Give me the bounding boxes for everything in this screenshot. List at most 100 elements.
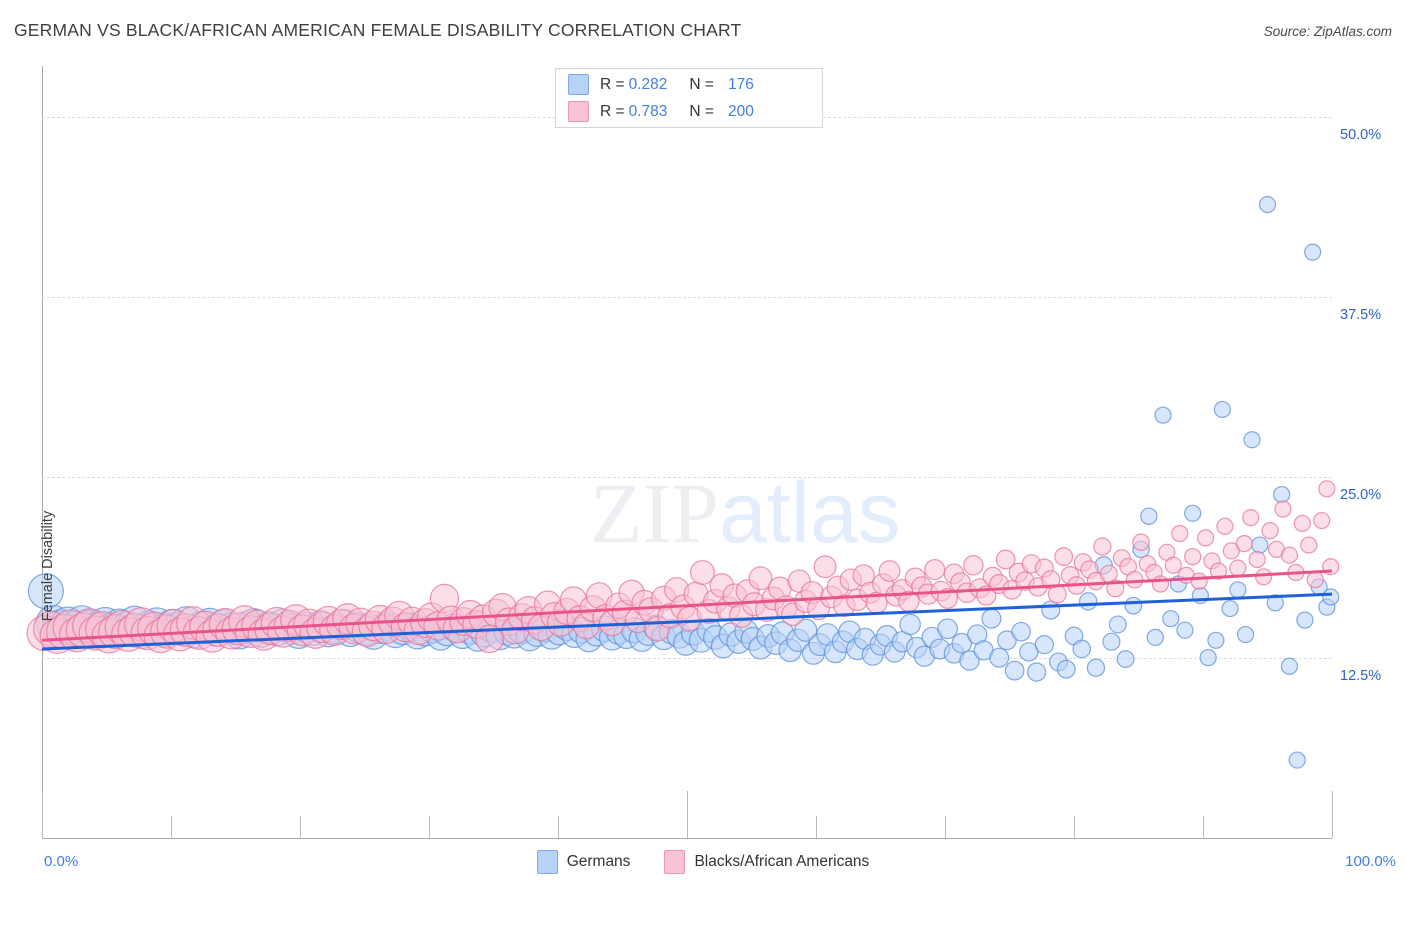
data-point <box>1242 509 1260 527</box>
stat-row-blacks: R = 0.783 N = 200 <box>568 98 810 125</box>
data-point <box>794 618 818 642</box>
data-point <box>1213 400 1231 419</box>
data-point <box>1162 610 1180 628</box>
x-axis-tick <box>945 816 946 838</box>
data-point <box>963 555 984 576</box>
correlation-chart: GERMAN VS BLACK/AFRICAN AMERICAN FEMALE … <box>0 20 1406 874</box>
data-point <box>989 647 1010 668</box>
data-point <box>1072 639 1092 659</box>
scatter-plot <box>26 195 1340 769</box>
x-axis-tick <box>300 816 301 838</box>
x-axis-tick <box>816 816 817 838</box>
data-point <box>1196 529 1215 547</box>
data-point <box>899 613 921 636</box>
germans-n-value: 176 <box>728 75 754 93</box>
data-point <box>689 559 715 585</box>
data-point <box>1034 635 1054 655</box>
data-point <box>1132 533 1150 551</box>
gridline <box>42 657 1332 659</box>
data-point <box>937 588 959 609</box>
data-point <box>937 618 959 640</box>
correlation-stats-box: R = 0.282 N = 176 R = 0.783 N = 200 <box>555 68 823 128</box>
data-point <box>1304 243 1322 261</box>
data-point <box>1300 536 1318 554</box>
data-point <box>1164 556 1182 574</box>
data-point <box>1243 431 1261 449</box>
data-point <box>1258 195 1277 214</box>
data-point <box>1102 632 1121 651</box>
germans-r-value: 0.282 <box>628 75 668 93</box>
plot-area: ZIPatlas Female Disability <box>26 66 1340 838</box>
data-point <box>1293 514 1311 533</box>
germans-legend-swatch-icon <box>536 850 558 874</box>
data-point <box>1274 500 1292 518</box>
data-point <box>951 632 973 654</box>
trendline-germans <box>41 592 1333 651</box>
series-germans <box>27 195 1340 769</box>
data-point <box>878 560 901 582</box>
data-point <box>1248 550 1266 569</box>
y-axis-line <box>42 66 43 838</box>
blacks-n-value: 200 <box>728 102 754 120</box>
n-label: N = <box>689 102 714 120</box>
data-point <box>1222 542 1240 560</box>
x-axis-max-label: 100.0% <box>1345 853 1396 870</box>
data-point <box>1086 658 1106 677</box>
x-axis-tick <box>558 816 559 838</box>
page-title: GERMAN VS BLACK/AFRICAN AMERICAN FEMALE … <box>14 20 742 40</box>
legend-item-germans[interactable]: Germans <box>536 850 631 874</box>
x-axis-tick <box>687 791 688 838</box>
source-attribution: Source: ZipAtlas.com <box>1263 24 1392 39</box>
data-point <box>748 566 773 591</box>
data-point <box>1011 621 1031 642</box>
series-blacks-african-americans <box>26 480 1340 654</box>
trendline-blacks-african-americans <box>41 569 1333 642</box>
r-label: R = <box>600 102 625 120</box>
data-point <box>1229 559 1247 577</box>
data-point <box>1151 575 1170 593</box>
data-point <box>1056 659 1076 679</box>
legend-item-blacks[interactable]: Blacks/African Americans <box>664 850 869 874</box>
blacks-swatch-icon <box>568 101 589 122</box>
data-point <box>1190 572 1208 590</box>
blacks-legend-swatch-icon <box>664 850 686 874</box>
data-point <box>1251 536 1269 554</box>
data-point <box>1116 650 1135 668</box>
x-axis-tick <box>1203 816 1204 838</box>
data-point <box>1261 522 1279 540</box>
data-point <box>1184 504 1202 522</box>
data-point <box>1229 581 1247 599</box>
data-point <box>1306 571 1324 589</box>
x-axis-tick <box>1332 791 1333 838</box>
data-point <box>1140 507 1158 525</box>
x-axis-min-label: 0.0% <box>44 853 79 870</box>
x-axis-line <box>42 838 1332 839</box>
data-point <box>1207 631 1225 649</box>
stat-row-germans: R = 0.282 N = 176 <box>568 71 810 98</box>
data-point <box>959 650 980 671</box>
data-point <box>1236 625 1255 644</box>
blacks-r-value: 0.783 <box>628 102 668 120</box>
data-point <box>1125 570 1144 589</box>
y-axis-tick-label: 37.5% <box>1340 306 1382 323</box>
legend-label-germans: Germans <box>566 853 631 870</box>
data-point <box>1199 649 1217 667</box>
data-point <box>1318 480 1336 498</box>
x-axis-tick <box>171 816 172 838</box>
data-point <box>1288 751 1306 769</box>
x-axis-tick <box>1074 816 1075 838</box>
data-point <box>1209 562 1228 580</box>
data-point <box>1146 628 1164 647</box>
data-point <box>1313 511 1331 530</box>
data-point <box>995 549 1016 570</box>
data-point <box>1280 546 1299 564</box>
data-point <box>1108 615 1127 634</box>
data-point <box>981 608 1002 629</box>
data-point <box>813 555 837 579</box>
data-point <box>1124 596 1143 615</box>
data-point <box>1176 621 1194 639</box>
data-point <box>1216 517 1234 535</box>
gridline <box>42 477 1332 479</box>
chart-legend: Germans Blacks/African Americans <box>0 850 1406 874</box>
data-point <box>1235 535 1253 553</box>
